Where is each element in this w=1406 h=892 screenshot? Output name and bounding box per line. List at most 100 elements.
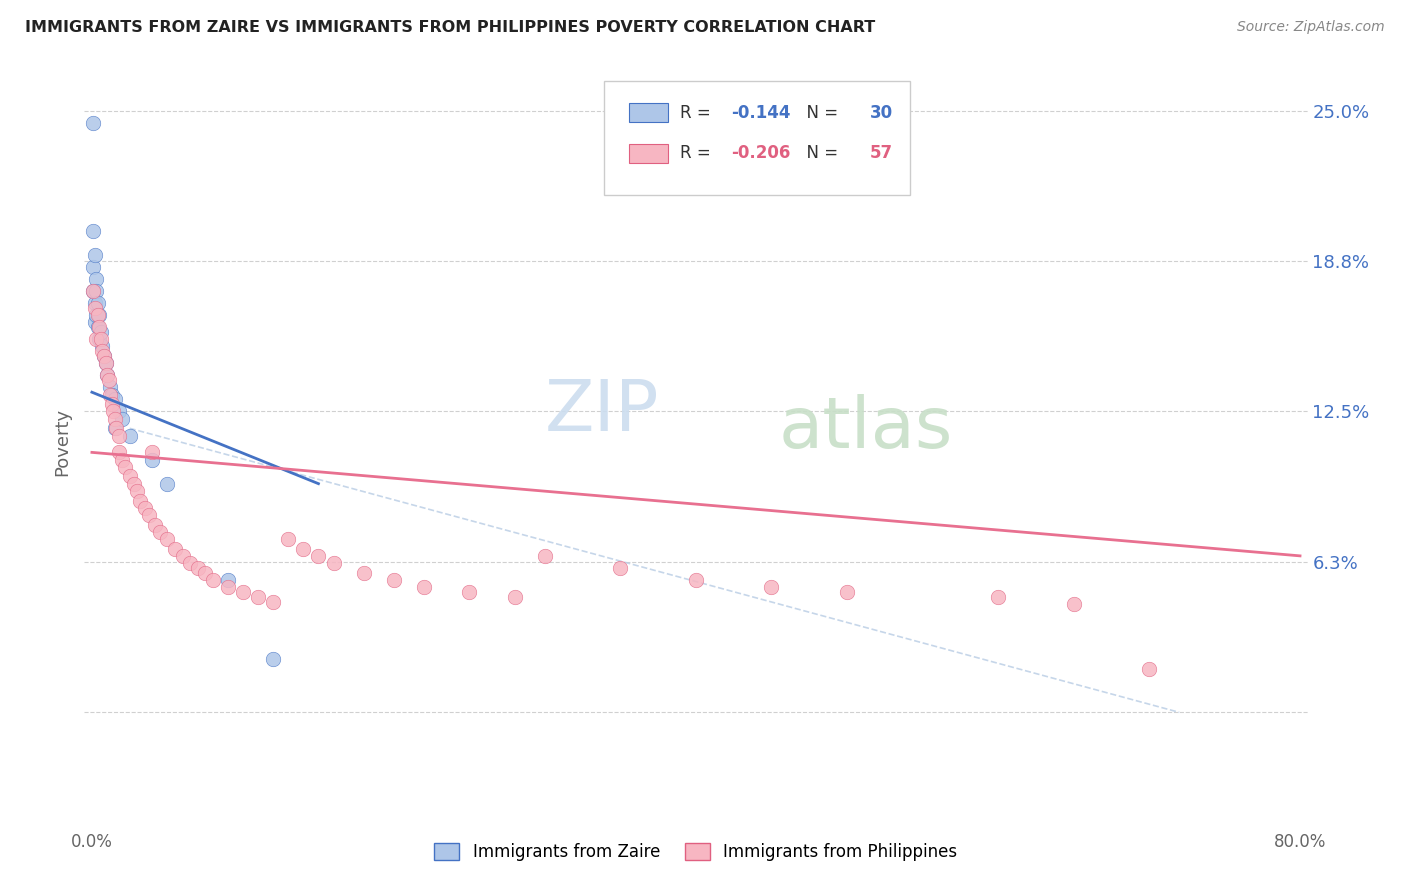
- Text: -0.144: -0.144: [731, 103, 792, 121]
- Text: ZIP: ZIP: [546, 377, 659, 446]
- Point: [89, 332, 111, 346]
- Text: Source: ZipAtlas.com: Source: ZipAtlas.com: [1237, 20, 1385, 34]
- Point: [1063, 597, 1085, 611]
- Point: [534, 549, 557, 563]
- Point: [96, 368, 118, 383]
- Point: [108, 445, 131, 459]
- Point: [97, 373, 120, 387]
- Point: [82, 260, 104, 274]
- Point: [138, 508, 160, 522]
- Point: [84, 301, 107, 315]
- Point: [82, 284, 104, 298]
- Point: [1137, 662, 1160, 676]
- Text: N =: N =: [796, 103, 844, 121]
- Text: R =: R =: [681, 103, 716, 121]
- Point: [118, 428, 141, 442]
- Point: [122, 476, 145, 491]
- Point: [217, 580, 239, 594]
- Point: [835, 585, 858, 599]
- Point: [353, 566, 375, 580]
- Text: N =: N =: [796, 144, 844, 162]
- Text: 80.0%: 80.0%: [1274, 832, 1326, 851]
- Text: 0.0%: 0.0%: [70, 832, 112, 851]
- Point: [101, 404, 124, 418]
- Point: [90, 325, 112, 339]
- Point: [91, 339, 114, 353]
- Point: [105, 421, 128, 435]
- Point: [322, 556, 344, 570]
- FancyBboxPatch shape: [605, 81, 910, 195]
- Point: [86, 272, 108, 286]
- Text: 30: 30: [870, 103, 893, 121]
- Point: [98, 387, 121, 401]
- Point: [90, 332, 112, 346]
- Point: [217, 573, 239, 587]
- Text: atlas: atlas: [779, 393, 953, 463]
- Point: [100, 387, 122, 401]
- Point: [292, 541, 315, 556]
- Point: [91, 344, 114, 359]
- Point: [111, 411, 134, 425]
- Point: [114, 459, 136, 474]
- Point: [98, 380, 121, 394]
- Point: [82, 224, 104, 238]
- Point: [93, 349, 115, 363]
- Point: [172, 549, 194, 563]
- Point: [277, 532, 299, 546]
- Legend: Immigrants from Zaire, Immigrants from Philippines: Immigrants from Zaire, Immigrants from P…: [426, 834, 966, 869]
- Point: [761, 580, 783, 594]
- Point: [103, 392, 125, 407]
- Point: [89, 320, 111, 334]
- Point: [108, 404, 131, 418]
- Point: [94, 356, 117, 370]
- Point: [111, 452, 134, 467]
- Point: [187, 561, 209, 575]
- Point: [609, 561, 631, 575]
- Point: [201, 573, 224, 587]
- Point: [262, 652, 284, 666]
- Text: IMMIGRANTS FROM ZAIRE VS IMMIGRANTS FROM PHILIPPINES POVERTY CORRELATION CHART: IMMIGRANTS FROM ZAIRE VS IMMIGRANTS FROM…: [25, 20, 876, 35]
- Text: 57: 57: [870, 144, 893, 162]
- Point: [94, 356, 117, 370]
- Point: [89, 308, 111, 322]
- Point: [84, 248, 107, 262]
- Point: [685, 573, 707, 587]
- Point: [103, 411, 125, 425]
- Point: [156, 532, 179, 546]
- Point: [163, 541, 186, 556]
- Point: [87, 296, 110, 310]
- Point: [118, 469, 141, 483]
- Point: [87, 320, 110, 334]
- Point: [413, 580, 436, 594]
- Text: -0.206: -0.206: [731, 144, 790, 162]
- Point: [84, 315, 107, 329]
- Point: [96, 368, 118, 383]
- Point: [307, 549, 329, 563]
- Point: [86, 284, 108, 298]
- FancyBboxPatch shape: [628, 144, 668, 162]
- Point: [141, 445, 163, 459]
- Point: [103, 421, 125, 435]
- Point: [86, 308, 108, 322]
- Point: [179, 556, 201, 570]
- Point: [127, 483, 149, 498]
- Point: [141, 452, 163, 467]
- Point: [84, 296, 107, 310]
- Point: [156, 476, 179, 491]
- Point: [194, 566, 217, 580]
- Point: [86, 332, 108, 346]
- Point: [262, 594, 284, 608]
- Point: [87, 308, 110, 322]
- Point: [93, 349, 115, 363]
- Point: [100, 397, 122, 411]
- Point: [232, 585, 254, 599]
- Point: [247, 590, 270, 604]
- Point: [458, 585, 481, 599]
- FancyBboxPatch shape: [628, 103, 668, 122]
- Point: [987, 590, 1010, 604]
- Text: R =: R =: [681, 144, 716, 162]
- Point: [143, 517, 166, 532]
- Y-axis label: Poverty: Poverty: [53, 408, 72, 475]
- Point: [82, 115, 104, 129]
- Point: [382, 573, 405, 587]
